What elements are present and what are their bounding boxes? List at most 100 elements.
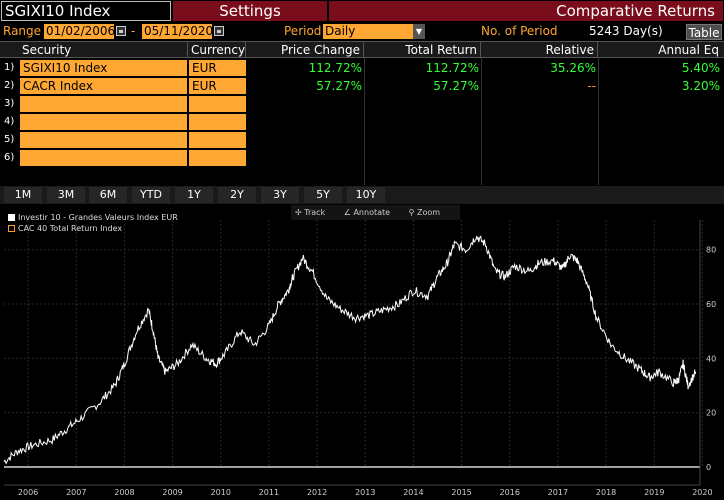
track-tool[interactable]: ✢ Track <box>295 208 326 217</box>
security-cell[interactable] <box>20 132 187 148</box>
tab-1y[interactable]: 1Y <box>175 187 213 203</box>
x-tick-label: 2015 <box>451 488 471 497</box>
table-row[interactable]: 5) <box>0 131 724 149</box>
security-cell[interactable] <box>20 150 187 166</box>
header-security[interactable]: Security <box>20 42 188 58</box>
zoom-label: Zoom <box>417 208 441 217</box>
chart-legend: Investir 10 - Grandes Valeurs Index EUR … <box>8 212 178 234</box>
table-button[interactable]: Table <box>686 24 722 40</box>
x-tick-label: 2017 <box>548 488 568 497</box>
annotate-tool[interactable]: ∠ Annotate <box>343 208 391 217</box>
comparative-returns-tab[interactable]: Comparative Returns <box>329 1 723 21</box>
currency-cell[interactable]: EUR <box>189 60 246 76</box>
currency-cell[interactable] <box>189 96 246 112</box>
x-tick-label: 2013 <box>355 488 375 497</box>
x-tick-label: 2007 <box>66 488 86 497</box>
column-divider <box>598 58 599 185</box>
table-row[interactable]: 3) <box>0 95 724 113</box>
ticker-field[interactable]: SGIXI10 Index <box>1 1 171 21</box>
tab-2y[interactable]: 2Y <box>218 187 256 203</box>
header-total-return[interactable]: Total Return <box>364 42 481 58</box>
table-row[interactable]: 2) CACR Index EUR 57.27% 57.27% -- 3.20% <box>0 77 724 95</box>
header-currency[interactable]: Currency <box>188 42 246 58</box>
legend-item: Investir 10 - Grandes Valeurs Index EUR <box>8 212 178 223</box>
x-tick-label: 2008 <box>114 488 134 497</box>
price-change-cell: 57.27% <box>316 79 362 93</box>
row-number: 1) <box>4 62 15 73</box>
series-line <box>3 235 697 465</box>
row-number: 2) <box>4 80 15 91</box>
total-return-cell: 57.27% <box>433 79 479 93</box>
table-row[interactable]: 4) <box>0 113 724 131</box>
number-of-period-label: No. of Period <box>481 24 558 38</box>
relative-cell: 35.26% <box>550 61 596 75</box>
row-number: 6) <box>4 152 15 163</box>
y-tick-label: 80 <box>706 246 716 255</box>
x-tick-label: 2009 <box>162 488 182 497</box>
table-header: Security Currency Price Change Total Ret… <box>0 41 724 58</box>
security-cell[interactable]: SGIXI10 Index <box>20 60 187 76</box>
period-select[interactable]: Daily <box>323 24 413 39</box>
chart-toolbar: ✢ Track ∠ Annotate ⚲ Zoom <box>291 205 461 220</box>
total-return-cell: 112.72% <box>425 61 479 75</box>
chevron-down-icon[interactable]: ▼ <box>413 24 425 39</box>
annual-eq-cell: 5.40% <box>681 61 720 75</box>
annual-eq-cell: 3.20% <box>681 79 720 93</box>
period-tabs: 1M 3M 6M YTD 1Y 2Y 3Y 5Y 10Y <box>0 186 724 204</box>
legend-swatch <box>8 225 15 232</box>
column-divider <box>481 58 482 185</box>
legend-swatch <box>8 214 15 221</box>
x-tick-label: 2012 <box>307 488 327 497</box>
calendar-icon[interactable] <box>214 26 224 36</box>
legend-label: CAC 40 Total Return Index <box>18 224 123 233</box>
security-cell[interactable] <box>20 114 187 130</box>
tab-1m[interactable]: 1M <box>4 187 42 203</box>
tab-3m[interactable]: 3M <box>47 187 85 203</box>
x-tick-label: 2020 <box>692 488 712 497</box>
security-cell[interactable]: CACR Index <box>20 78 187 94</box>
y-tick-label: 60 <box>706 300 716 309</box>
x-tick-label: 2014 <box>403 488 423 497</box>
legend-label: Investir 10 - Grandes Valeurs Index EUR <box>18 213 178 222</box>
x-tick-label: 2016 <box>500 488 520 497</box>
y-tick-label: 40 <box>706 354 716 363</box>
tab-ytd[interactable]: YTD <box>132 187 170 203</box>
end-date-field[interactable]: 05/11/2020 <box>142 24 214 39</box>
column-divider <box>364 58 365 185</box>
track-label: Track <box>304 208 326 217</box>
range-label: Range <box>3 24 42 38</box>
header-relative[interactable]: Relative <box>481 42 598 58</box>
currency-cell[interactable] <box>189 114 246 130</box>
tab-3y[interactable]: 3Y <box>261 187 299 203</box>
header-price-change[interactable]: Price Change <box>246 42 364 58</box>
tab-5y[interactable]: 5Y <box>304 187 342 203</box>
annotate-label: Annotate <box>353 208 391 217</box>
calendar-icon[interactable] <box>116 26 126 36</box>
x-tick-label: 2018 <box>596 488 616 497</box>
tab-10y[interactable]: 10Y <box>347 187 385 203</box>
x-tick-label: 2006 <box>18 488 38 497</box>
line-chart[interactable]: 2006 2007 2008 2009 2010 2011 2012 2013 2014 2015… <box>0 205 724 500</box>
header-annual-eq[interactable]: Annual Eq <box>658 43 719 57</box>
currency-cell[interactable]: EUR <box>189 78 246 94</box>
number-of-period-value: 5243 Day(s) <box>589 24 663 38</box>
table-row[interactable]: 6) <box>0 149 724 167</box>
price-change-cell: 112.72% <box>308 61 362 75</box>
x-tick-label: 2010 <box>211 488 231 497</box>
title-bar: SGIXI10 Index Settings Comparative Retur… <box>0 0 724 22</box>
start-date-field[interactable]: 01/02/2006 <box>44 24 116 39</box>
zoom-tool[interactable]: ⚲ Zoom <box>408 208 441 217</box>
y-tick-label: 0 <box>706 463 711 472</box>
currency-cell[interactable] <box>189 132 246 148</box>
currency-cell[interactable] <box>189 150 246 166</box>
table-row[interactable]: 1) SGIXI10 Index EUR 112.72% 112.72% 35.… <box>0 59 724 77</box>
settings-tab[interactable]: Settings <box>173 1 327 21</box>
securities-table: Security Currency Price Change Total Ret… <box>0 41 724 185</box>
y-tick-label: 20 <box>706 409 716 418</box>
tab-6m[interactable]: 6M <box>89 187 127 203</box>
security-cell[interactable] <box>20 96 187 112</box>
range-row: Range 01/02/2006 - 05/11/2020 Period Dai… <box>0 23 724 40</box>
returns-chart[interactable]: 2006 2007 2008 2009 2010 2011 2012 2013 2014 2015… <box>0 205 724 500</box>
row-number: 5) <box>4 134 15 145</box>
legend-item: CAC 40 Total Return Index <box>8 223 178 234</box>
